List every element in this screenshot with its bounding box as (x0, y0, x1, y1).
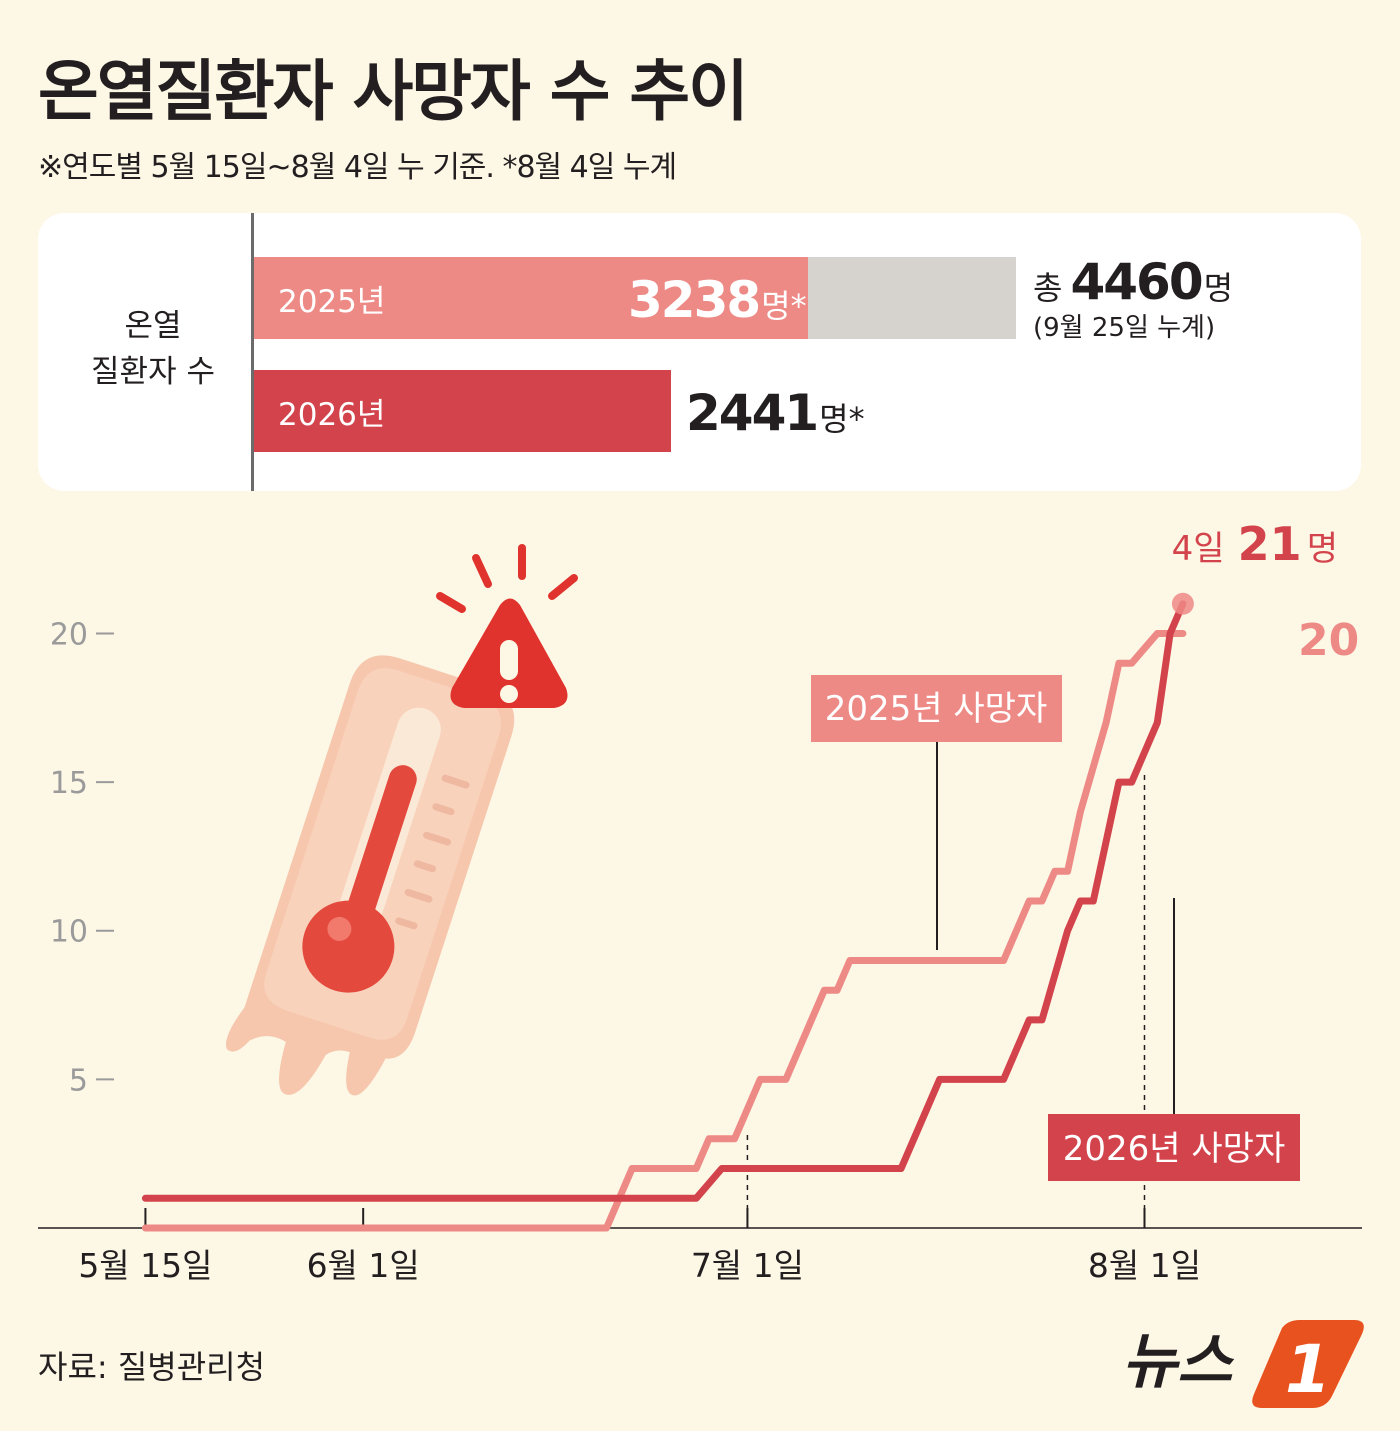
summary-panel: 온열 질환자 수 2025년 3238 명* 총 4460 명 (9월 25일 … (38, 213, 1361, 491)
summary-row-label-line1: 온열 (124, 308, 182, 344)
bar-2025-value: 3238 명* (628, 271, 807, 329)
series-line-2025 (141, 630, 1187, 1232)
end-2026-prefix: 4일 (1172, 529, 1225, 569)
logo-mark (1252, 1320, 1364, 1408)
label-2026-text: 2026년 사망자 (1063, 1129, 1285, 1169)
total-number: 4460 (1070, 253, 1203, 311)
total-unit: 명 (1203, 269, 1234, 307)
logo-text: 뉴스 (1122, 1327, 1235, 1397)
warning-icon (436, 544, 578, 708)
end-2026-marker (1171, 592, 1194, 615)
page-subtitle: ※연도별 5월 15일~8월 4일 누 기준. *8월 4일 누계 (38, 150, 677, 185)
x-tick-label: 5월 15일 (78, 1246, 212, 1285)
bar-2025-unit: 명* (761, 287, 807, 325)
summary-row-label-line2: 질환자 수 (91, 354, 215, 390)
end-2025-annotation: 20 (1298, 615, 1359, 666)
bar-2026-year: 2026년 (278, 396, 386, 433)
y-tick-label: 15 (50, 766, 88, 801)
bar-2025-number: 3238 (628, 271, 761, 329)
logo-mark-number: 1 (1285, 1331, 1331, 1408)
source-note: 자료: 질병관리청 (38, 1348, 266, 1386)
total-prefix: 총 (1033, 269, 1063, 307)
bar-2026-value: 2441 명* (686, 384, 865, 442)
bar-2025-year: 2025년 (278, 283, 386, 320)
label-2025-box (811, 675, 1062, 742)
y-tick-label: 5 (69, 1063, 88, 1098)
label-2025-text: 2025년 사망자 (825, 689, 1047, 729)
news1-logo: 뉴스 1 (1122, 1320, 1364, 1408)
x-tick-label: 8월 1일 (1088, 1246, 1201, 1285)
x-tick-label: 6월 1일 (307, 1246, 420, 1285)
bar-2026: 2026년 (254, 370, 671, 452)
y-tick-label: 10 (50, 915, 88, 950)
bar-2025: 2025년 (254, 257, 808, 339)
end-2026-value: 21 (1238, 517, 1302, 571)
end-2026-annotation: 4일 21 명 (1172, 517, 1338, 571)
page-title: 온열질환자 사망자 수 추이 (38, 53, 749, 130)
bar-2026-number: 2441 (686, 384, 819, 442)
bar-2026-unit: 명* (819, 400, 865, 438)
thermometer-illustration (226, 655, 515, 1096)
y-tick-label: 20 (50, 617, 88, 652)
total-label: 총 4460 명 (1033, 253, 1233, 311)
x-tick-label: 7월 1일 (691, 1246, 804, 1285)
series-line-2026 (141, 600, 1187, 1202)
label-2026-box (1048, 1114, 1300, 1181)
end-2026-unit: 명 (1307, 529, 1338, 569)
summary-divider (251, 213, 254, 491)
total-note: (9월 25일 누계) (1033, 313, 1216, 343)
summary-row-label: 온열 질환자 수 (78, 303, 228, 395)
